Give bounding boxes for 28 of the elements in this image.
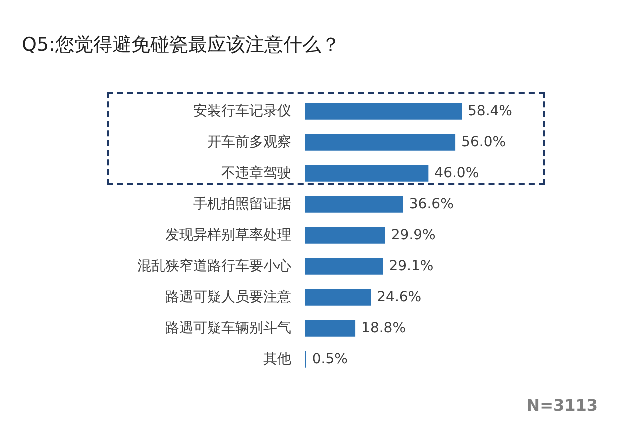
- y-tick-label: 不违章驾驶: [222, 166, 292, 182]
- data-label: 29.1%: [389, 258, 434, 274]
- y-tick-label: 发现异样别草率处理: [166, 228, 292, 244]
- data-label: 36.6%: [409, 196, 454, 212]
- bar: [305, 258, 384, 275]
- chart-title: Q5:您觉得避免碰瓷最应该注意什么？: [22, 33, 340, 58]
- bar: [305, 227, 386, 244]
- data-label: 24.6%: [377, 290, 422, 306]
- y-tick-label: 开车前多观察: [208, 134, 292, 150]
- bar: [305, 196, 404, 213]
- text: N=3113: [526, 396, 598, 415]
- bar: [305, 134, 456, 151]
- bar: [305, 289, 372, 306]
- bar: [305, 165, 429, 182]
- data-label: 0.5%: [312, 352, 348, 368]
- y-tick-label: 手机拍照留证据: [194, 196, 292, 212]
- y-tick-label: 路遇可疑车辆别斗气: [166, 320, 292, 336]
- y-tick-label: 混乱狭窄道路行车要小心: [138, 258, 292, 274]
- data-label: 18.8%: [362, 320, 406, 336]
- bar: [305, 103, 462, 120]
- data-label: 29.9%: [391, 228, 436, 244]
- data-label: 56.0%: [462, 134, 506, 150]
- y-tick-label: 安装行车记录仪: [194, 104, 292, 120]
- bar: [305, 320, 356, 337]
- data-label: 58.4%: [468, 104, 512, 120]
- y-tick-label: 其他: [264, 352, 292, 368]
- y-tick-label: 路遇可疑人员要注意: [166, 290, 292, 306]
- data-label: 46.0%: [434, 166, 480, 182]
